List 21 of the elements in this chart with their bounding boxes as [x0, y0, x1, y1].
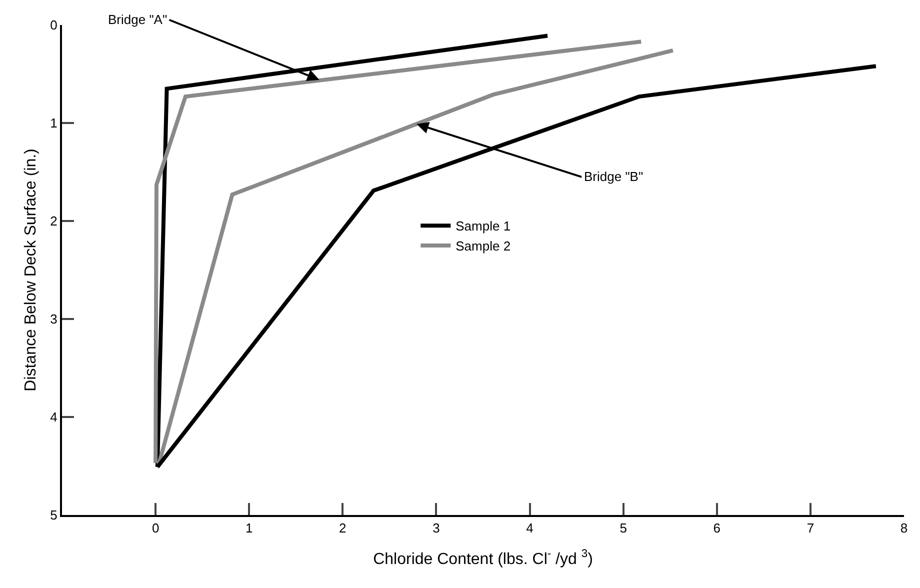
annotation: Bridge "A": [108, 12, 168, 27]
x-tick-label: 1: [245, 520, 253, 536]
y-tick-label: 1: [50, 116, 58, 131]
x-axis-title: Chloride Content (lbs. Cl$^{-}$ /yd $^{3}$): [373, 548, 593, 568]
x-tick-label: 0: [152, 520, 160, 536]
x-tick-label: 4: [526, 520, 534, 536]
y-tick-label: 0: [50, 18, 58, 33]
x-tick-label: 8: [900, 520, 908, 536]
legend-label: Sample 2: [456, 238, 511, 254]
y-tick-label: 3: [50, 312, 58, 327]
annotation: Bridge "B": [584, 169, 644, 184]
x-tick-label: 7: [806, 520, 814, 536]
x-tick-label: 2: [339, 520, 346, 536]
x-tick-label: 5: [620, 520, 627, 536]
legend-label: Sample 1: [456, 218, 511, 234]
x-tick-label: 3: [432, 520, 440, 536]
y-axis-title: Distance Below Deck Surface (in.): [22, 148, 40, 392]
y-tick-label: 4: [50, 410, 58, 425]
y-tick-label: 2: [50, 214, 58, 229]
x-tick-label: 6: [713, 520, 721, 536]
y-tick-label: 5: [50, 508, 58, 523]
